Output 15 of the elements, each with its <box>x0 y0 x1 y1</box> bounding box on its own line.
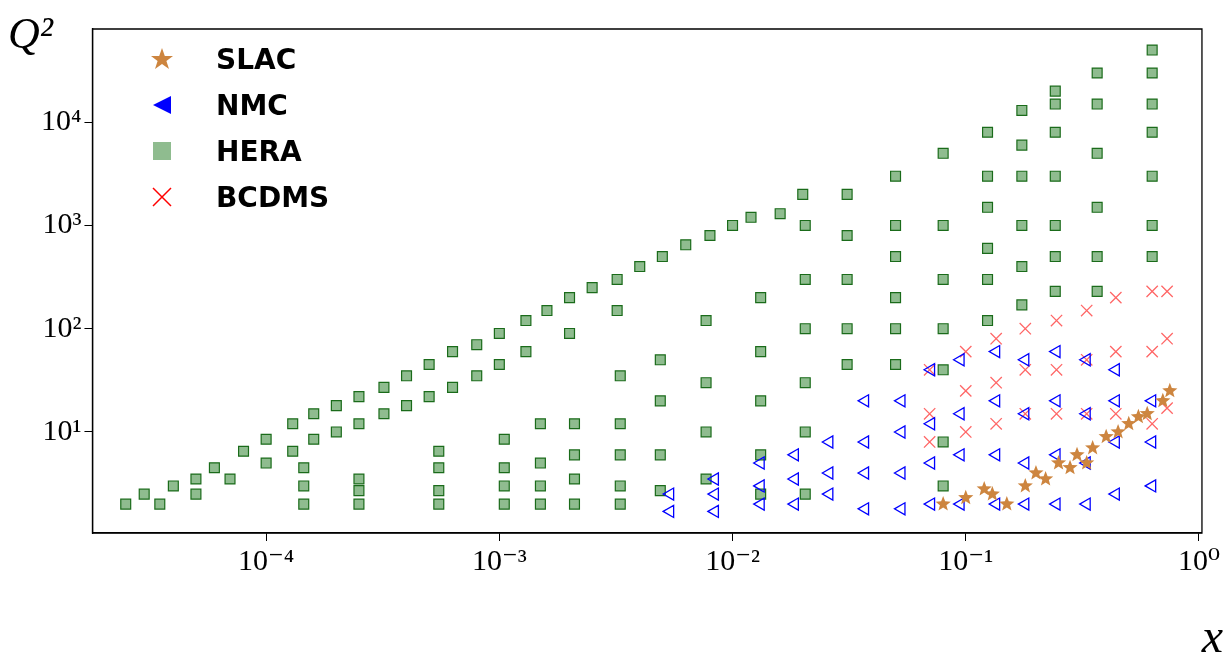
y-tick-label: 10³ <box>42 206 82 240</box>
y-tick-label: 10¹ <box>42 412 82 446</box>
legend-label: HERA <box>216 134 302 168</box>
x-tick-label: 10⁻⁴ <box>237 542 295 576</box>
x-tick-label: 10⁻¹ <box>938 542 994 576</box>
y-tick-label: 10⁴ <box>40 103 82 137</box>
x-axis-title: x <box>1201 608 1223 663</box>
legend-label: BCDMS <box>216 180 330 214</box>
legend-label: NMC <box>216 88 288 122</box>
y-axis-title: Q² <box>8 8 53 59</box>
x-tick-label: 10⁻² <box>705 542 760 576</box>
x-tick-label: 10⁰ <box>1177 542 1220 576</box>
y-tick-label: 10² <box>42 309 82 343</box>
legend-label: SLAC <box>216 42 297 76</box>
x-tick-label: 10⁻³ <box>471 542 527 576</box>
